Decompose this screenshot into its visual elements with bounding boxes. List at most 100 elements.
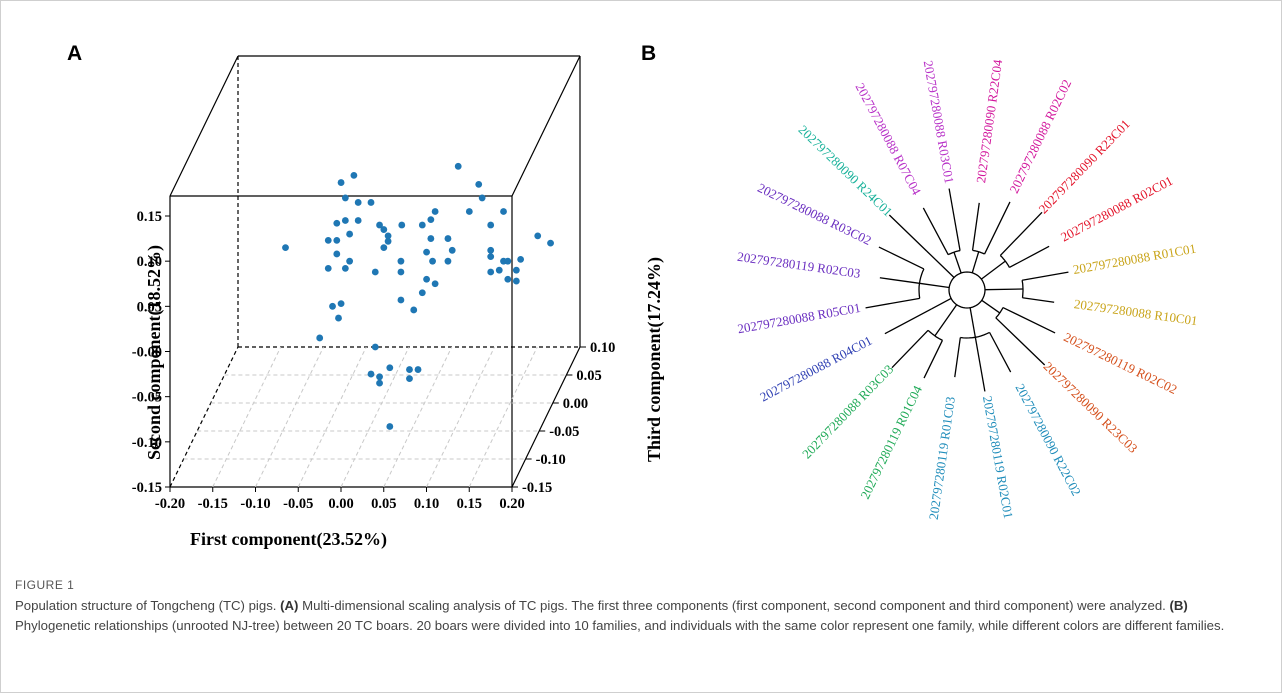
data-point	[406, 375, 413, 382]
panel-b: B 202797280090 R22C04 202797280088 R02C02…	[641, 42, 1199, 521]
data-point	[512, 277, 520, 285]
y-tick-label: -0.00	[132, 345, 162, 361]
data-point	[495, 266, 503, 274]
tree-leaf-branch	[1002, 306, 1056, 334]
z-tick-label: -0.05	[549, 424, 579, 440]
caption-part-3: Phylogenetic relationships (unrooted NJ-…	[15, 618, 1225, 633]
data-point	[337, 179, 345, 186]
data-point	[335, 314, 342, 322]
data-point	[367, 370, 375, 378]
x-axis-title: First component(23.52%)	[190, 529, 387, 550]
tree-leaf-branch	[983, 201, 1011, 255]
x-tick-label: -0.05	[283, 496, 313, 512]
tree-clade-arc	[927, 329, 943, 341]
box-top-left-edge	[169, 55, 239, 197]
tree-clade-arc	[995, 307, 1004, 319]
tree-clade-arc	[918, 268, 925, 299]
x-tick-label: 0.10	[414, 496, 439, 512]
caption-b-label: (B)	[1169, 598, 1188, 613]
data-point	[427, 216, 435, 224]
tree-leaf-branch	[888, 214, 928, 252]
y-tick-label: 0.10	[137, 254, 162, 270]
data-point	[487, 221, 495, 229]
caption-a-label: (A)	[280, 598, 299, 613]
tree-internal-branch	[984, 288, 1024, 291]
z-tick-label: -0.15	[522, 480, 552, 496]
tree-leaf-branch	[891, 329, 929, 369]
data-point	[454, 162, 462, 170]
tree-internal-branch	[934, 304, 958, 337]
box-top-right-edge	[511, 55, 581, 197]
data-point	[324, 236, 332, 244]
data-point	[380, 244, 388, 252]
tree-leaf-label: 202797280088 R01C01	[1072, 241, 1197, 277]
data-point	[384, 232, 392, 240]
data-point	[423, 275, 430, 283]
tree-leaf-branch	[1009, 245, 1050, 269]
data-point	[386, 423, 394, 430]
y-tick-label: 0.15	[137, 209, 162, 225]
axis-ticks: -0.20 -0.15 -0.10 -0.05 0.00 0.05 0.10 0.15 0.20…	[132, 209, 616, 512]
data-point	[410, 306, 418, 314]
x-tick-label: -0.15	[198, 496, 228, 512]
data-point	[429, 257, 436, 265]
tree-leaf-branch	[988, 332, 1012, 373]
tree-internal-branch	[931, 297, 952, 310]
tree-leaf-label: 202797280088 R10C01	[1073, 296, 1198, 328]
tree-leaf-labels: 202797280090 R22C04 202797280088 R02C0220…	[736, 58, 1198, 521]
data-point	[371, 268, 379, 276]
data-point	[316, 334, 324, 342]
tree-clade-arc	[999, 255, 1010, 268]
data-point	[547, 239, 554, 247]
data-point	[333, 250, 341, 258]
floor-grid-line	[255, 346, 324, 488]
tree-leaf-label: 202797280088 R03C01	[921, 59, 957, 184]
data-point	[354, 217, 362, 224]
data-point	[444, 257, 452, 265]
data-point	[371, 343, 379, 351]
data-point	[376, 379, 383, 387]
x-tick-label: -0.10	[240, 496, 270, 512]
data-point	[475, 180, 483, 188]
tree-clade-arc	[1021, 280, 1024, 298]
data-point	[512, 266, 520, 274]
data-point	[398, 221, 406, 229]
x-tick-label: 0.05	[371, 496, 396, 512]
nj-tree	[865, 188, 1069, 392]
tree-leaf-label: 202797280088 R05C01	[736, 300, 861, 336]
data-point	[418, 221, 426, 229]
caption-part-1: Population structure of Tongcheng (TC) p…	[15, 598, 281, 613]
data-point	[397, 268, 405, 276]
y-tick-label: -0.10	[132, 435, 162, 451]
tree-internal-branch	[980, 260, 1006, 280]
data-point	[346, 230, 354, 238]
data-point	[367, 199, 375, 206]
data-point	[487, 253, 495, 261]
z-tick-label: 0.00	[563, 396, 588, 412]
tree-internal-branch	[969, 307, 976, 338]
tree-leaf-branch	[884, 308, 932, 335]
data-point	[333, 219, 341, 227]
z-tick-label: -0.10	[536, 452, 566, 468]
tree-leaf-branch	[1022, 271, 1069, 281]
y-tick-label: -0.05	[132, 390, 162, 406]
data-point	[384, 237, 392, 245]
tree-leaf-label: 202797280119 R02C01	[980, 395, 1016, 520]
data-point	[431, 280, 439, 288]
figure-caption: FIGURE 1 Population structure of Tongche…	[15, 578, 1265, 636]
data-point	[397, 296, 405, 304]
data-point	[329, 302, 336, 310]
data-point	[448, 246, 456, 254]
box-bottom-right-edge	[511, 346, 581, 488]
tree-leaf-label: 202797280119 R02C03	[736, 249, 861, 281]
data-point	[423, 248, 430, 256]
data-point	[418, 289, 426, 297]
tree-leaf-branch	[878, 246, 925, 270]
data-point	[341, 264, 349, 272]
data-point	[504, 275, 512, 283]
tree-leaf-branch	[974, 337, 986, 392]
tree-leaf-branch	[879, 277, 920, 284]
tree-clade-arc	[972, 249, 985, 255]
data-point	[341, 217, 349, 224]
tree-leaf-branch	[999, 211, 1043, 256]
